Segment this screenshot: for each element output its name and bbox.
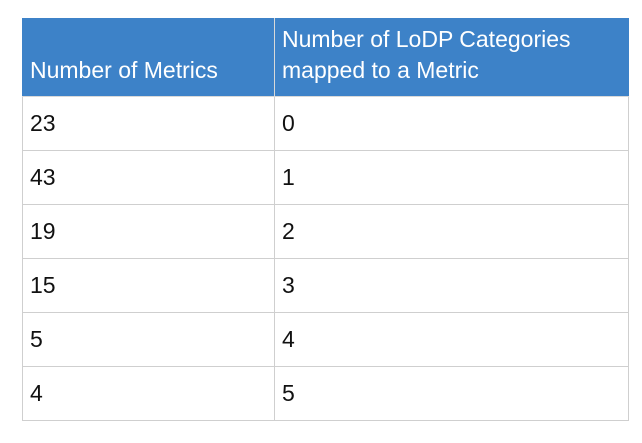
metrics-table: Number of Metrics Number of LoDP Categor… [22, 18, 629, 421]
table-row: 4 5 [22, 366, 629, 421]
cell-categories: 3 [274, 258, 629, 313]
table-row: 43 1 [22, 150, 629, 205]
cell-metrics: 43 [22, 150, 275, 205]
table-container: Number of Metrics Number of LoDP Categor… [22, 18, 629, 421]
table-row: 5 4 [22, 312, 629, 367]
cell-categories: 4 [274, 312, 629, 367]
cell-categories: 0 [274, 96, 629, 151]
header-row: Number of Metrics Number of LoDP Categor… [22, 18, 629, 97]
cell-metrics: 4 [22, 366, 275, 421]
cell-categories: 2 [274, 204, 629, 259]
table-row: 23 0 [22, 96, 629, 151]
cell-categories: 1 [274, 150, 629, 205]
cell-metrics: 23 [22, 96, 275, 151]
cell-metrics: 5 [22, 312, 275, 367]
table-row: 19 2 [22, 204, 629, 259]
header-number-of-metrics: Number of Metrics [22, 18, 275, 97]
table-row: 15 3 [22, 258, 629, 313]
cell-metrics: 19 [22, 204, 275, 259]
header-lodp-categories: Number of LoDP Categories mapped to a Me… [274, 18, 629, 97]
cell-categories: 5 [274, 366, 629, 421]
cell-metrics: 15 [22, 258, 275, 313]
